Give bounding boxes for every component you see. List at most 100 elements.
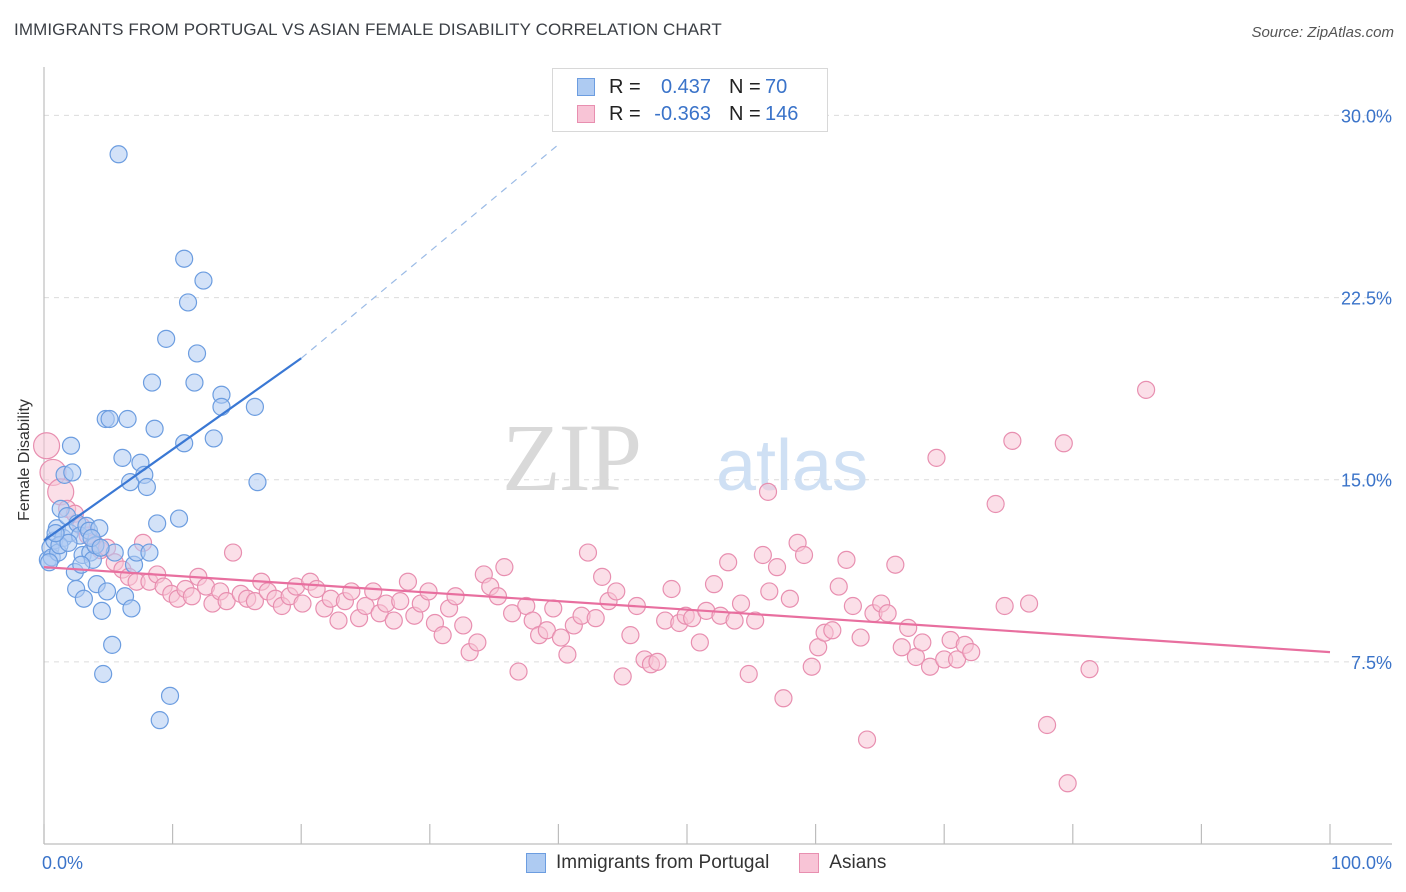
asians-point [586, 609, 605, 628]
portugal-point [109, 145, 128, 164]
legend-row-portugal: R = 0.437 N = 70 [577, 74, 787, 100]
n-label: N = [729, 102, 761, 125]
portugal-point [140, 543, 159, 562]
portugal-point [194, 271, 213, 290]
asians-point [892, 638, 911, 657]
portugal-point [145, 419, 164, 438]
asians-point [731, 594, 751, 613]
portugal-point [137, 477, 156, 497]
portugal-point [100, 409, 119, 429]
asians-point [704, 575, 724, 594]
portugal-point [204, 429, 223, 448]
asians-point [843, 596, 862, 616]
asians-point [356, 596, 375, 616]
asians-point [1054, 434, 1073, 453]
legend-row-asians: R = -0.363 N = 146 [577, 101, 798, 127]
source-text: Source: ZipAtlas.com [1251, 24, 1394, 41]
trend-lines [43, 144, 1331, 654]
y-tick-label: 22.5% [1341, 289, 1392, 309]
asians-point [621, 626, 640, 645]
portugal-trend-extension [300, 144, 559, 359]
r-value: 0.437 [660, 75, 711, 98]
asians-point [613, 667, 632, 686]
series-legend: Immigrants from Portugal Asians [526, 852, 916, 874]
asians-point [886, 555, 905, 574]
asians-point [920, 657, 940, 676]
asians-point [758, 482, 778, 501]
portugal-point [160, 686, 180, 705]
asians-point [662, 579, 681, 599]
asians-point [767, 558, 787, 577]
portugal-point [63, 463, 82, 482]
asians-point [1058, 774, 1077, 793]
asians-point [391, 592, 410, 611]
x-tick-label: 0.0% [42, 853, 83, 873]
portugal-point [212, 397, 231, 416]
portugal-point [97, 582, 117, 601]
portugal-point [59, 533, 78, 552]
asians-point [1080, 660, 1099, 679]
asians-point [329, 611, 348, 630]
n-value: 70 [765, 75, 788, 98]
asians-point [1003, 431, 1022, 450]
asians-point [1019, 594, 1039, 613]
asians-point [446, 587, 465, 606]
legend-swatch-asians [799, 853, 820, 873]
r-label: R = [609, 102, 641, 125]
watermark: ZIP atlas [502, 404, 868, 511]
asians-point [794, 545, 814, 565]
portugal-point [61, 436, 81, 455]
asians-point [823, 621, 842, 640]
asians-point [384, 611, 403, 630]
asians-point [690, 633, 709, 652]
asians-point [878, 604, 897, 623]
asians-point [780, 589, 799, 608]
legend-swatch-asians [577, 105, 595, 123]
asians-trend-line [43, 566, 1331, 654]
asians-point [223, 543, 243, 562]
asians-point [578, 543, 598, 562]
portugal-point [113, 448, 132, 467]
asians-point [746, 611, 765, 630]
asians-point [593, 567, 612, 586]
asians-point [551, 628, 571, 647]
asians-point [986, 494, 1005, 514]
portugal-point [91, 538, 110, 557]
asians-point [802, 657, 821, 676]
tick-labels: 7.5% 15.0% 22.5% 30.0% 0.0% 100.0% [42, 106, 1392, 873]
portugal-point [169, 509, 189, 528]
portugal-point [245, 397, 265, 416]
portugal-trend-line [43, 357, 302, 542]
asians-point [995, 596, 1014, 616]
asians-point [913, 633, 932, 652]
grid-lines [44, 114, 1394, 663]
asians-point [1137, 380, 1156, 399]
legend-label-portugal: Immigrants from Portugal [556, 852, 770, 873]
portugal-point [148, 514, 167, 533]
chart-title: IMMIGRANTS FROM PORTUGAL VS ASIAN FEMALE… [14, 20, 722, 39]
asians-point [182, 587, 201, 606]
asians-point [857, 730, 877, 749]
n-value: 146 [765, 102, 799, 125]
r-value: -0.363 [654, 102, 711, 125]
legend-item-portugal[interactable]: Immigrants from Portugal [526, 852, 769, 874]
asians-point [245, 592, 265, 611]
portugal-point [157, 329, 176, 348]
asians-point [648, 652, 667, 671]
x-tick-label: 100.0% [1331, 853, 1392, 873]
asians-point [927, 448, 946, 467]
asians-point [32, 432, 61, 460]
asians-point [1037, 715, 1057, 735]
asians-point [495, 558, 514, 577]
legend-item-asians[interactable]: Asians [799, 852, 886, 874]
portugal-point [150, 711, 169, 730]
asians-point [829, 577, 848, 596]
asians-point [503, 604, 522, 623]
portugal-point [103, 635, 122, 654]
asians-point [454, 616, 473, 635]
legend-swatch-portugal [526, 853, 546, 873]
portugal-point [178, 293, 198, 312]
asians-point [899, 618, 918, 637]
asians-point [962, 643, 981, 662]
